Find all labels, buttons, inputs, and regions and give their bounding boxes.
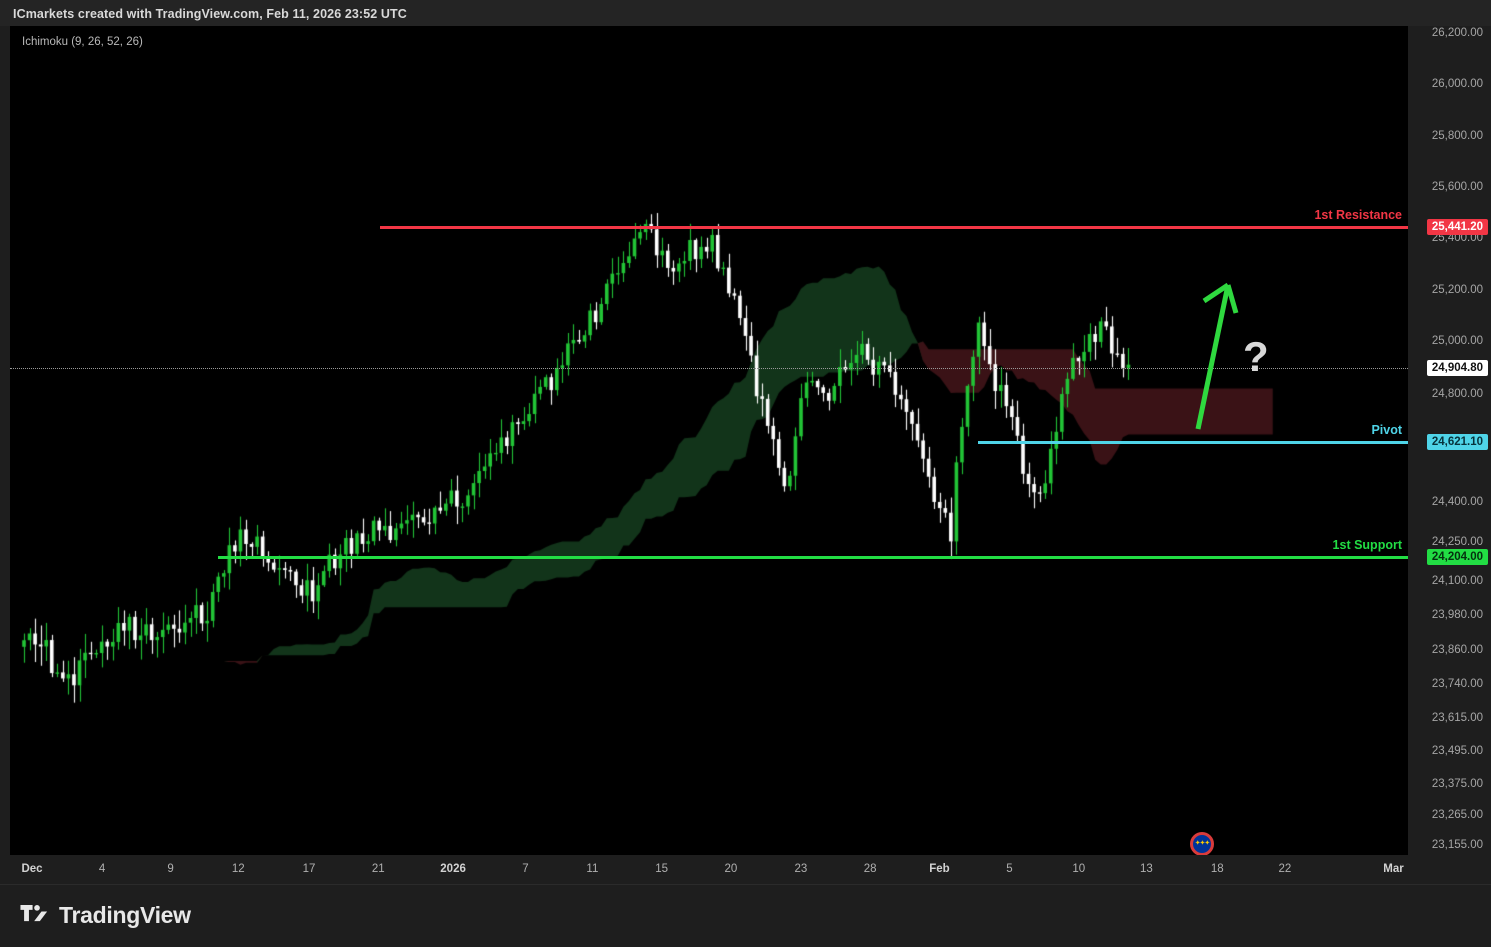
- time-tick: 9: [167, 863, 174, 875]
- tradingview-wordmark: TradingView: [59, 902, 191, 928]
- price-level-badge: 24,204.00: [1426, 549, 1488, 565]
- footer-bar: [0, 885, 1491, 947]
- price-tick: 25,200.00: [1431, 283, 1483, 296]
- time-tick: 12: [231, 863, 245, 875]
- question-mark-annotation: ?: [1243, 333, 1269, 380]
- time-tick: 4: [98, 863, 106, 875]
- price-tick: 24,400.00: [1431, 496, 1483, 508]
- time-tick: 20: [724, 863, 738, 875]
- time-tick: 13: [1140, 863, 1153, 875]
- price-level-line[interactable]: [978, 441, 1408, 444]
- price-tick: 24,800.00: [1431, 388, 1483, 400]
- price-scale[interactable]: 26,200.00 26,000.00 25,800.00 25,600.00 25,4…: [1408, 26, 1491, 855]
- price-level-badge: 24,621.10: [1426, 434, 1488, 450]
- price-tick: 23,495.00: [1431, 745, 1483, 758]
- time-tick: Feb: [929, 863, 950, 875]
- price-level-label: 1st Resistance: [1314, 208, 1402, 222]
- time-tick: 11: [586, 863, 599, 875]
- price-level-line[interactable]: [380, 226, 1408, 229]
- price-tick: 23,265.00: [1431, 808, 1483, 821]
- time-tick: 28: [863, 863, 877, 875]
- price-level-label: 1st Support: [1332, 538, 1402, 552]
- price-tick: 25,400.00: [1431, 232, 1483, 245]
- time-tick: 18: [1210, 863, 1224, 875]
- price-chart-canvas[interactable]: [10, 26, 1408, 855]
- price-tick: 23,860.00: [1431, 643, 1483, 656]
- chart-header-bar: ICmarkets created with TradingView.com, …: [0, 0, 1491, 26]
- price-tick: 26,000.00: [1431, 78, 1483, 91]
- current-price-badge: 24,904.80: [1426, 360, 1488, 376]
- time-tick: 7: [522, 863, 529, 875]
- time-tick: 5: [1006, 863, 1013, 875]
- price-tick: 23,980.00: [1431, 609, 1483, 622]
- time-tick: 21: [371, 863, 385, 875]
- price-level-line[interactable]: [218, 556, 1408, 559]
- price-level-label: Pivot: [1371, 423, 1402, 437]
- time-scale[interactable]: Dec 4 9 12 17 21 2026 7 11 15 20 23 28 Feb 5 10 13 18 22 Ma…: [10, 855, 1408, 885]
- time-tick: Mar: [1383, 863, 1404, 875]
- price-tick: 23,615.00: [1431, 712, 1483, 725]
- chart-header-title: ICmarkets created with TradingView.com, …: [13, 7, 407, 21]
- price-tick: 26,200.00: [1431, 27, 1483, 39]
- price-tick: 23,155.00: [1431, 839, 1483, 851]
- price-tick: 25,800.00: [1431, 129, 1483, 142]
- time-tick: 15: [655, 863, 669, 875]
- time-tick: 23: [794, 863, 808, 875]
- time-tick: Dec: [21, 863, 43, 875]
- price-tick: 24,100.00: [1431, 575, 1483, 587]
- chart-panel[interactable]: Ichimoku (9, 26, 52, 26) 1st Resistance P…: [10, 26, 1408, 855]
- timescale-divider: [0, 884, 1491, 885]
- price-tick: 25,000.00: [1431, 335, 1483, 347]
- time-tick: 2026: [440, 863, 466, 875]
- current-price-line: [10, 368, 1408, 369]
- time-tick: 22: [1278, 863, 1292, 875]
- time-tick: 10: [1072, 863, 1086, 875]
- up-arrow-icon: [1195, 282, 1239, 430]
- eu-stars: ✦✦✦: [1194, 840, 1211, 847]
- price-tick: 23,375.00: [1431, 778, 1483, 791]
- indicator-legend[interactable]: Ichimoku (9, 26, 52, 26): [22, 36, 143, 48]
- time-tick: 17: [302, 863, 316, 875]
- price-tick: 25,600.00: [1431, 181, 1483, 193]
- price-tick: 24,250.00: [1431, 535, 1483, 548]
- price-tick: 23,740.00: [1431, 678, 1483, 690]
- tradingview-logo-icon: [20, 905, 48, 922]
- eu-economic-event-icon[interactable]: ✦✦✦: [1190, 832, 1214, 855]
- price-level-badge: 25,441.20: [1426, 219, 1488, 235]
- tradingview-logo[interactable]: TradingView: [20, 902, 191, 929]
